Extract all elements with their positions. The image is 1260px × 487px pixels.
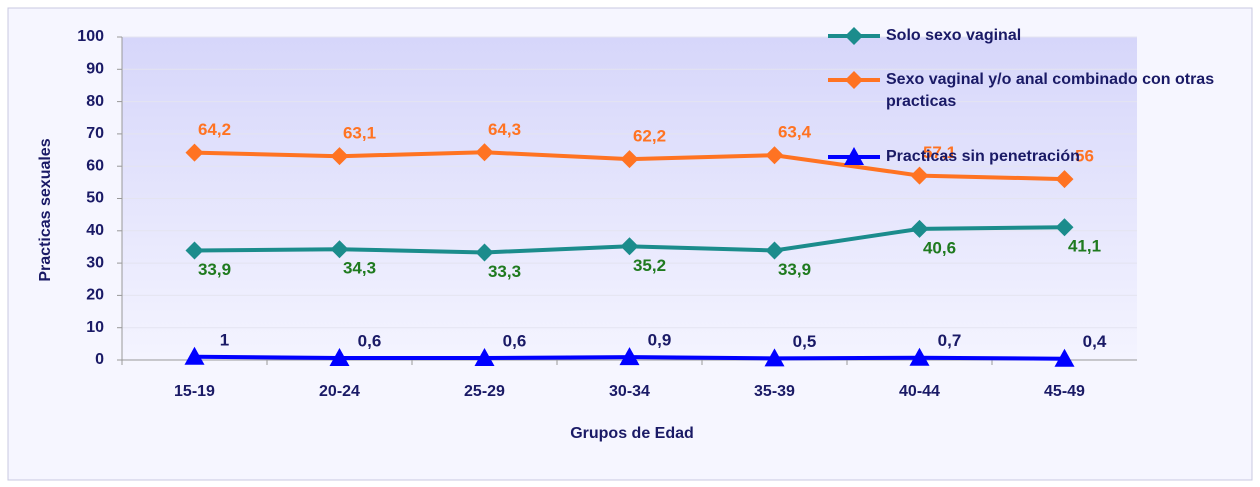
data-point [185, 241, 204, 260]
legend-marker [845, 71, 863, 89]
data-point [620, 150, 639, 169]
data-label: 34,3 [343, 259, 376, 278]
y-tick-label: 60 [86, 157, 104, 174]
data-label: 0,7 [938, 331, 962, 350]
data-label: 56 [1075, 147, 1094, 166]
y-tick-label: 50 [86, 190, 104, 207]
x-tick-label: 20-24 [319, 383, 360, 400]
data-point [620, 237, 639, 256]
data-point [185, 143, 204, 162]
data-point [1055, 170, 1074, 189]
data-label: 0,9 [648, 331, 672, 350]
y-axis-title: Practicas sexuales [37, 138, 54, 281]
y-tick-label: 0 [95, 351, 104, 368]
data-label: 41,1 [1068, 237, 1101, 256]
x-tick-label: 30-34 [609, 383, 650, 400]
data-point [910, 166, 929, 185]
data-label: 57,1 [923, 143, 956, 162]
data-point [475, 143, 494, 162]
data-label: 33,9 [778, 260, 811, 279]
y-tick-label: 90 [86, 61, 104, 78]
data-point [475, 243, 494, 262]
data-label: 64,3 [488, 120, 521, 139]
y-tick-label: 70 [86, 125, 104, 142]
data-label: 33,9 [198, 260, 231, 279]
data-label: 35,2 [633, 256, 666, 275]
data-point [330, 147, 349, 166]
data-point [619, 347, 640, 366]
legend-marker [844, 147, 864, 165]
data-label: 0,4 [1083, 332, 1107, 351]
legend-marker [845, 27, 863, 45]
legend-item: Sexo vaginal y/o anal combinado con otra… [886, 71, 1215, 110]
data-label: 0,6 [358, 332, 382, 351]
data-point [1055, 218, 1074, 237]
y-tick-label: 100 [77, 28, 104, 45]
legend-label: Practicas sin penetración [886, 148, 1080, 165]
data-point [1054, 348, 1075, 367]
data-label: 63,4 [778, 123, 812, 142]
data-label: 63,1 [343, 124, 376, 143]
y-tick-label: 40 [86, 222, 104, 239]
data-point [909, 347, 930, 366]
data-label: 33,3 [488, 262, 521, 281]
data-point [474, 348, 495, 367]
x-tick-label: 45-49 [1044, 383, 1085, 400]
x-axis-title: Grupos de Edad [570, 425, 694, 442]
x-tick-label: 25-29 [464, 383, 505, 400]
data-point [910, 219, 929, 238]
data-point [184, 346, 205, 365]
y-tick-label: 20 [86, 287, 104, 304]
legend-label: Solo sexo vaginal [886, 27, 1022, 44]
data-label: 40,6 [923, 238, 956, 257]
data-point [765, 241, 784, 260]
y-tick-label: 30 [86, 254, 104, 271]
data-label: 0,6 [503, 332, 527, 351]
y-tick-label: 10 [86, 319, 104, 336]
data-label: 64,2 [198, 120, 231, 139]
data-point [765, 146, 784, 165]
data-point [329, 348, 350, 367]
data-label: 62,2 [633, 127, 666, 146]
data-point [764, 348, 785, 367]
x-tick-label: 40-44 [899, 383, 940, 400]
x-tick-label: 35-39 [754, 383, 795, 400]
data-point [330, 240, 349, 259]
x-tick-label: 15-19 [174, 383, 215, 400]
y-tick-label: 80 [86, 93, 104, 110]
data-label: 1 [220, 330, 229, 349]
legend-item: Practicas sin penetración [886, 148, 1080, 165]
legend-label: Sexo vaginal y/o anal combinado con otra… [886, 71, 1215, 110]
data-label: 0,5 [793, 332, 817, 351]
legend-item: Solo sexo vaginal [886, 27, 1022, 44]
